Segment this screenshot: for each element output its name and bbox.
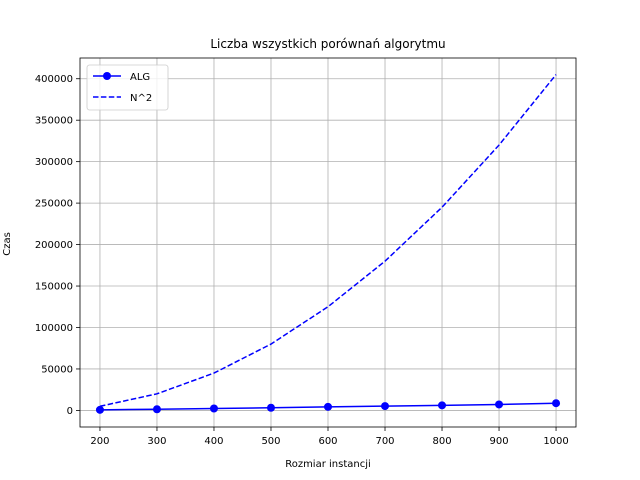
- y-tick-label: 100000: [35, 323, 73, 334]
- alg-data-point: [438, 401, 447, 410]
- x-tick-label: 1000: [543, 436, 568, 447]
- y-tick-label: 350000: [35, 116, 73, 127]
- y-tick-label: 250000: [35, 199, 73, 210]
- y-axis-title: Czas: [2, 232, 13, 256]
- alg-data-point: [495, 400, 504, 409]
- x-tick-label: 700: [375, 436, 394, 447]
- legend-box: [86, 64, 169, 111]
- legend-label: ALG: [130, 72, 150, 83]
- alg-data-point: [95, 405, 104, 414]
- y-tick-label: 0: [67, 406, 73, 417]
- x-axis-ticks: 200 300 400 500 600 700 800 900 1000: [90, 427, 569, 447]
- series-line-n2: [99, 74, 557, 408]
- y-tick-label: 300000: [35, 157, 73, 168]
- x-tick-label: 500: [261, 436, 280, 447]
- y-tick-label: 50000: [41, 364, 73, 375]
- y-axis-ticks: 0 50000 100000 150000 200000 250000 300000 3500…: [35, 74, 80, 417]
- x-axis-title: Rozmiar instancji: [285, 459, 371, 470]
- x-tick-label: 300: [147, 436, 166, 447]
- y-tick-label: 150000: [35, 282, 73, 293]
- alg-data-point: [381, 402, 390, 411]
- x-tick-label: 900: [489, 436, 508, 447]
- x-tick-label: 400: [204, 436, 223, 447]
- legend: ALG N^2: [86, 64, 169, 111]
- alg-data-point: [324, 402, 332, 411]
- alg-data-point: [209, 404, 218, 413]
- alg-data-point: [552, 399, 561, 408]
- legend-marker: [103, 72, 111, 80]
- series-layer: [95, 74, 561, 414]
- alg-data-point: [152, 405, 161, 414]
- legend-label: N^2: [130, 93, 152, 104]
- x-tick-label: 800: [432, 436, 451, 447]
- x-tick-label: 600: [318, 436, 337, 447]
- y-tick-label: 200000: [35, 240, 73, 251]
- chart-title: Liczba wszystkich porównań algorytmu: [210, 37, 445, 51]
- x-tick-label: 200: [90, 436, 109, 447]
- alg-data-point: [266, 403, 275, 412]
- y-tick-label: 400000: [35, 74, 73, 85]
